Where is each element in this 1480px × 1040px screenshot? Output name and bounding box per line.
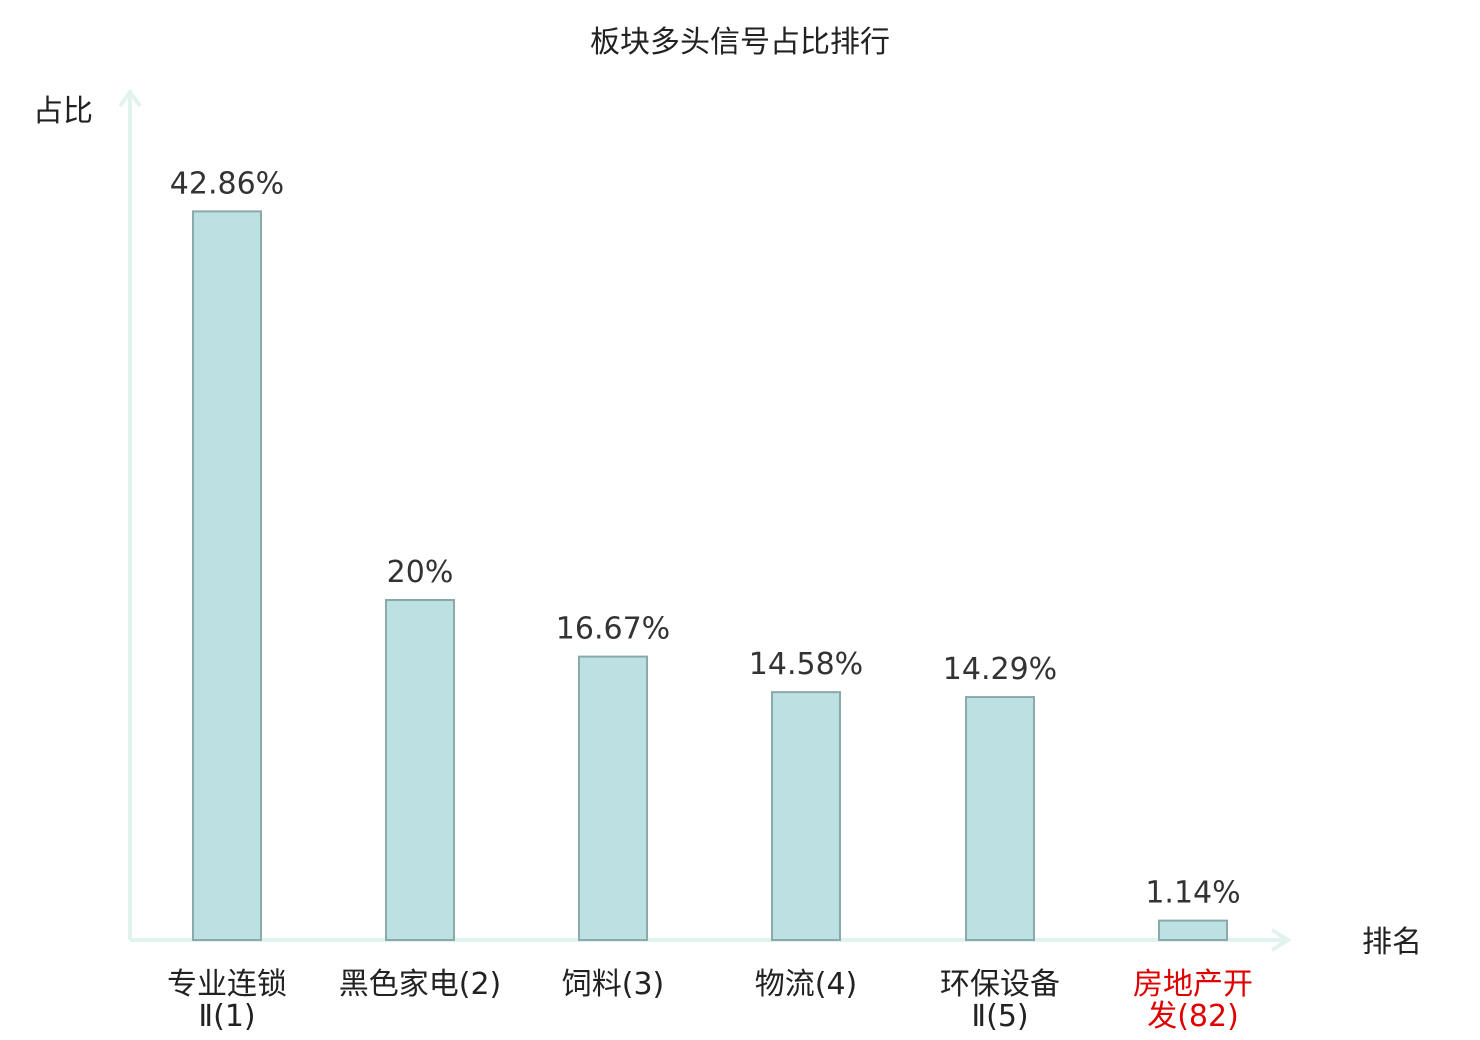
bar-value-label: 14.58%: [749, 647, 863, 682]
x-tick-label: 黑色家电(2): [339, 967, 502, 1002]
bar-value-label: 14.29%: [943, 652, 1057, 687]
value-labels: 42.86% 20% 16.67% 14.58% 14.29% 1.14%: [170, 166, 1241, 910]
bar: [192, 210, 262, 941]
bar-value-label: 20%: [387, 555, 454, 590]
x-tick-label: 物流(4): [755, 967, 858, 1002]
bars: [192, 210, 1228, 942]
y-axis-arrow: [118, 88, 142, 108]
bar: [771, 691, 841, 942]
bar-value-label: 16.67%: [556, 612, 670, 647]
x-tick-label-line: 饲料(3): [562, 967, 665, 1002]
x-axis-arrow: [1270, 928, 1292, 952]
bar-value-label: 1.14%: [1145, 876, 1240, 911]
axes: [118, 88, 1292, 952]
x-tick-label-line: Ⅱ(5): [971, 999, 1028, 1034]
bar: [385, 599, 455, 941]
x-tick-label-line: 专业连锁: [167, 967, 287, 1002]
bar: [1158, 919, 1228, 941]
y-axis-label: 占比: [33, 94, 93, 129]
x-tick-label-line: 房地产开: [1133, 967, 1253, 1002]
x-tick-label-line: 物流(4): [755, 967, 858, 1002]
x-tick-label-line: 发(82): [1147, 999, 1239, 1034]
bar-value-label: 42.86%: [170, 166, 284, 201]
x-tick-label-line: Ⅱ(1): [198, 999, 255, 1034]
x-tick-label-line: 环保设备: [940, 967, 1060, 1002]
x-tick-label-line: 黑色家电(2): [339, 967, 502, 1002]
bar: [578, 655, 648, 941]
bar: [965, 696, 1035, 941]
x-axis-label: 排名: [1362, 925, 1422, 960]
chart-title: 板块多头信号占比排行: [590, 25, 890, 60]
x-tick-label: 饲料(3): [562, 967, 665, 1002]
